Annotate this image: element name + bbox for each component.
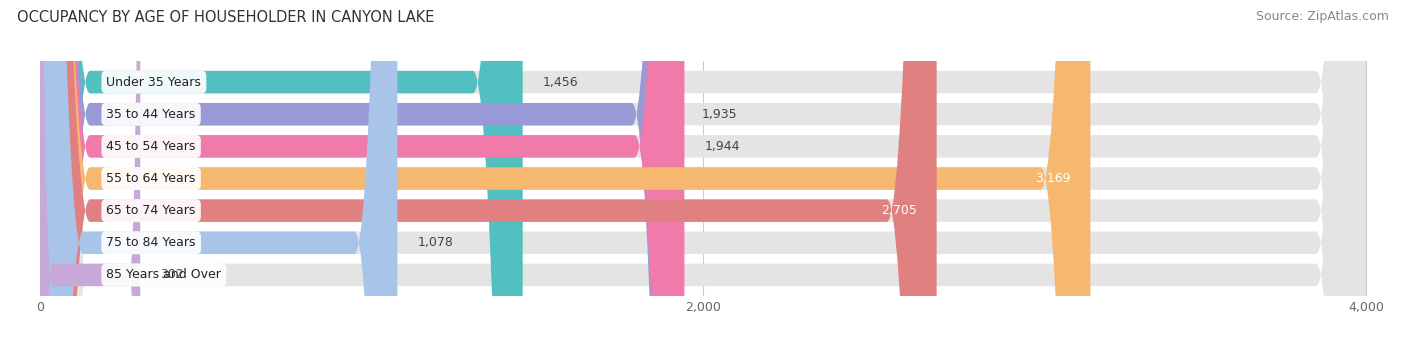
Text: 55 to 64 Years: 55 to 64 Years [107, 172, 195, 185]
FancyBboxPatch shape [41, 0, 398, 340]
FancyBboxPatch shape [41, 0, 1365, 340]
FancyBboxPatch shape [41, 0, 523, 340]
Text: 2,705: 2,705 [882, 204, 917, 217]
FancyBboxPatch shape [41, 0, 1365, 340]
Text: Source: ZipAtlas.com: Source: ZipAtlas.com [1256, 10, 1389, 23]
FancyBboxPatch shape [41, 0, 1365, 340]
FancyBboxPatch shape [41, 0, 936, 340]
FancyBboxPatch shape [41, 0, 1365, 340]
Text: 1,456: 1,456 [543, 75, 578, 89]
Text: OCCUPANCY BY AGE OF HOUSEHOLDER IN CANYON LAKE: OCCUPANCY BY AGE OF HOUSEHOLDER IN CANYO… [17, 10, 434, 25]
Text: 75 to 84 Years: 75 to 84 Years [107, 236, 195, 249]
FancyBboxPatch shape [41, 0, 141, 340]
Text: 3,169: 3,169 [1035, 172, 1070, 185]
FancyBboxPatch shape [41, 0, 682, 340]
Text: 65 to 74 Years: 65 to 74 Years [107, 204, 195, 217]
Text: 35 to 44 Years: 35 to 44 Years [107, 108, 195, 121]
Text: 302: 302 [160, 268, 184, 282]
FancyBboxPatch shape [41, 0, 685, 340]
Text: 45 to 54 Years: 45 to 54 Years [107, 140, 195, 153]
Text: 1,078: 1,078 [418, 236, 453, 249]
FancyBboxPatch shape [41, 0, 1365, 340]
Text: 85 Years and Over: 85 Years and Over [107, 268, 221, 282]
Text: 1,944: 1,944 [704, 140, 740, 153]
Text: Under 35 Years: Under 35 Years [107, 75, 201, 89]
Text: 1,935: 1,935 [702, 108, 737, 121]
FancyBboxPatch shape [41, 0, 1365, 340]
FancyBboxPatch shape [41, 0, 1365, 340]
FancyBboxPatch shape [41, 0, 1091, 340]
